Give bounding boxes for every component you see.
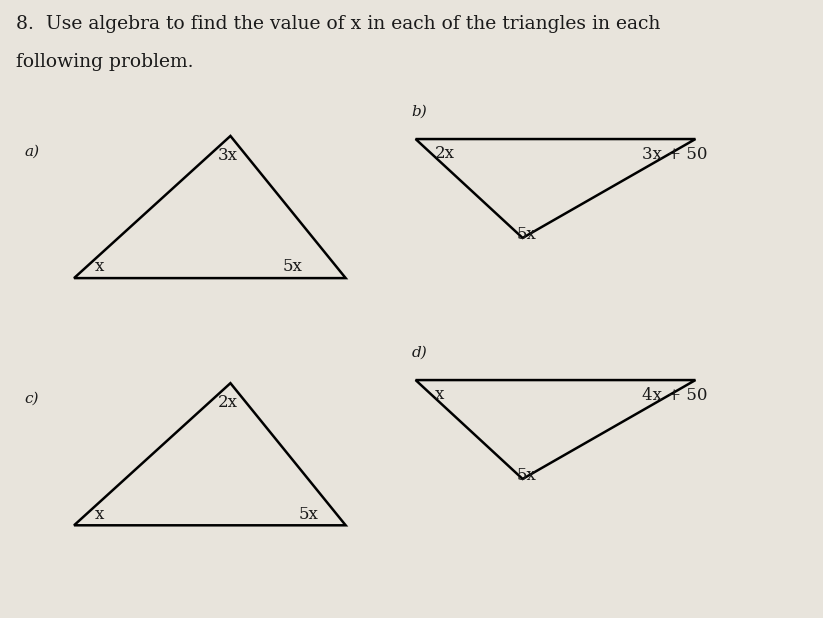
Text: 4x + 50: 4x + 50 [642, 387, 708, 405]
Text: x: x [95, 258, 104, 276]
Text: 3x: 3x [218, 147, 238, 164]
Text: d): d) [412, 345, 427, 359]
Text: x: x [435, 386, 444, 404]
Text: 2x: 2x [435, 145, 454, 163]
Text: c): c) [25, 392, 40, 405]
Text: 5x: 5x [517, 226, 537, 243]
Text: x: x [95, 506, 104, 523]
Text: 8.  Use algebra to find the value of x in each of the triangles in each: 8. Use algebra to find the value of x in… [16, 15, 661, 33]
Text: a): a) [25, 145, 40, 158]
Text: following problem.: following problem. [16, 53, 194, 70]
Text: 5x: 5x [517, 467, 537, 484]
Text: 5x: 5x [282, 258, 302, 276]
Text: 3x + 50: 3x + 50 [642, 146, 708, 164]
Text: b): b) [412, 104, 427, 118]
Text: 5x: 5x [299, 506, 319, 523]
Text: 2x: 2x [218, 394, 238, 412]
